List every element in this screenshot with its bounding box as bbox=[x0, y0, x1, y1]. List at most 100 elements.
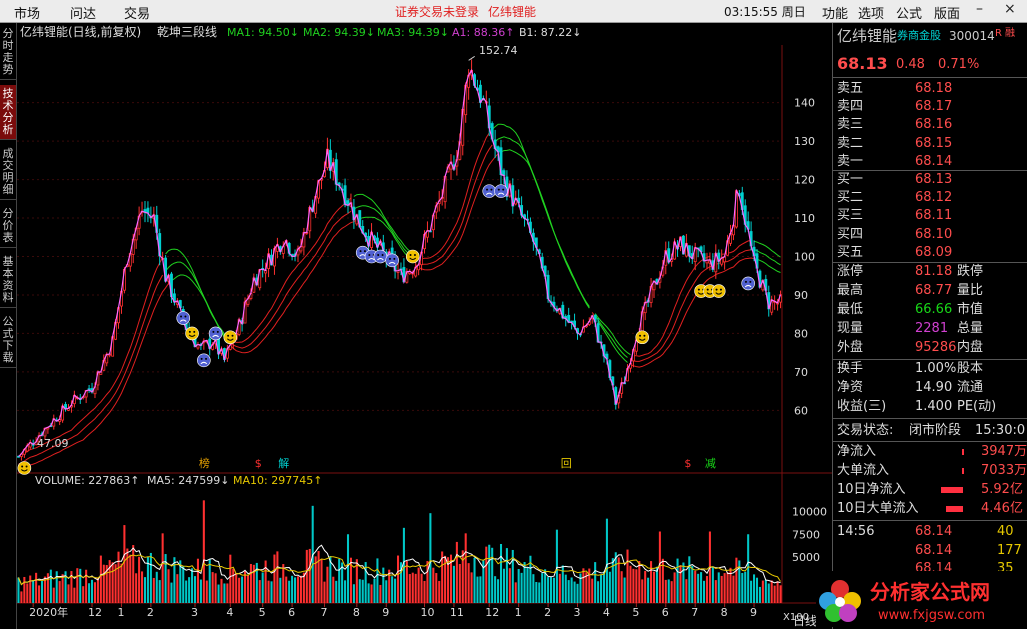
smiley-eye bbox=[231, 334, 234, 337]
volume-bar bbox=[258, 580, 261, 603]
smiley-eye bbox=[368, 254, 371, 256]
smiley-face bbox=[223, 330, 238, 345]
volume-bar bbox=[391, 576, 394, 603]
volume-bar bbox=[470, 572, 473, 603]
volume-bar bbox=[417, 567, 420, 603]
volume-bar bbox=[344, 580, 347, 603]
close-icon[interactable]: × bbox=[1004, 1, 1016, 17]
volume-bar bbox=[694, 570, 697, 603]
volume-bar bbox=[644, 570, 647, 603]
volume-bar bbox=[179, 560, 182, 603]
volume-bar bbox=[249, 563, 252, 603]
x-tick-label: 5 bbox=[632, 606, 639, 619]
tab-formula-download[interactable]: 公式下载 bbox=[0, 313, 16, 368]
smiley-face bbox=[176, 311, 191, 325]
volume-bar bbox=[161, 533, 164, 603]
volume-tick-label: 5000 bbox=[792, 551, 820, 564]
smiley-sell-icon bbox=[176, 311, 191, 325]
flow-label: 大单流入 bbox=[837, 463, 890, 478]
menu-layout[interactable]: 版面 bbox=[934, 7, 961, 22]
menu-function[interactable]: 功能 bbox=[822, 7, 849, 22]
smiley-eye bbox=[377, 254, 380, 256]
x-tick-label: 1 bbox=[515, 606, 522, 619]
tab-technical-analysis[interactable]: 技术分析 bbox=[0, 85, 16, 140]
volume-bar bbox=[691, 565, 694, 603]
volume-bar bbox=[629, 565, 632, 603]
stat-label: 现量 bbox=[837, 321, 864, 336]
volume-bar bbox=[770, 580, 773, 603]
smiley-eye bbox=[502, 188, 505, 191]
volume-bar bbox=[523, 562, 526, 603]
volume-bar bbox=[670, 581, 673, 603]
volume-bar bbox=[70, 571, 73, 603]
bid-label: 买三 bbox=[837, 208, 864, 224]
price-tick-label: 140 bbox=[794, 97, 815, 110]
flow-label: 净流入 bbox=[837, 444, 877, 459]
price-tick-label: 110 bbox=[794, 212, 815, 225]
flow-label: 10日净流入 bbox=[837, 482, 906, 497]
volume-bar bbox=[744, 571, 747, 603]
volume-bar bbox=[332, 576, 335, 603]
tab-basic-info[interactable]: 基本资料 bbox=[0, 253, 16, 308]
volume-bar bbox=[467, 563, 470, 603]
volume-bar bbox=[305, 549, 308, 603]
smiley-face bbox=[741, 276, 755, 291]
volume-bar bbox=[561, 565, 564, 603]
menu-trade[interactable]: 交易 bbox=[124, 7, 151, 22]
indicator-name[interactable]: 乾坤三段线 bbox=[157, 24, 217, 39]
menu-wenda[interactable]: 问达 bbox=[70, 7, 97, 22]
stock-flag-r: R bbox=[995, 28, 1002, 39]
volume-bar bbox=[650, 561, 653, 603]
ma-line-green-ma3 bbox=[171, 149, 781, 363]
ma-line-ma3 bbox=[18, 153, 755, 473]
bid-price: 68.09 bbox=[915, 244, 953, 260]
volume-bar bbox=[594, 562, 597, 603]
volume-bar bbox=[755, 577, 759, 603]
chart-axes: 6070809010011012013014050007500100002020… bbox=[29, 97, 827, 619]
volume-bar bbox=[382, 567, 385, 603]
volume-bar bbox=[43, 576, 46, 603]
volume-bar bbox=[376, 558, 379, 603]
volume-bar bbox=[435, 573, 438, 603]
volume-bar bbox=[779, 585, 782, 603]
volume-bar bbox=[102, 564, 105, 603]
volume-bar bbox=[141, 571, 144, 603]
smiley-eye bbox=[706, 288, 709, 291]
minimize-icon[interactable]: – bbox=[976, 1, 983, 17]
volume-ma10: MA10: 297745↑ bbox=[233, 474, 322, 487]
x-tick-label: 8 bbox=[353, 606, 360, 619]
quote-panel: 亿纬锂能 券商金股 300014 R 融 68.13 0.48 0.71% 卖五… bbox=[832, 23, 1027, 629]
volume-bar bbox=[588, 568, 591, 603]
menu-formula[interactable]: 公式 bbox=[896, 7, 923, 22]
volume-bar bbox=[723, 573, 726, 603]
kline-chart[interactable]: 榜 $ 解回 $ 减 607080901001101201301405000750010… bbox=[17, 23, 832, 629]
volume-bar bbox=[605, 518, 608, 603]
stock-tag[interactable]: 券商金股 bbox=[897, 29, 941, 42]
stat-label: 外盘 bbox=[837, 340, 864, 355]
volume-bar bbox=[296, 576, 300, 603]
volume-bar bbox=[126, 548, 129, 603]
login-notice[interactable]: 证券交易未登录 bbox=[395, 5, 480, 19]
volume-bar bbox=[508, 568, 511, 603]
volume-bar bbox=[652, 571, 656, 603]
period-label[interactable]: 日线 bbox=[793, 614, 817, 628]
smiley-sell-icon bbox=[197, 353, 211, 368]
volume-bar bbox=[282, 564, 285, 603]
tab-intraday[interactable]: 分时走势 bbox=[0, 25, 16, 80]
volume-bar bbox=[67, 584, 70, 603]
volume-tick-label: 7500 bbox=[792, 528, 820, 541]
smiley-eye bbox=[193, 330, 196, 333]
volume-bar bbox=[685, 579, 688, 603]
volume-bar bbox=[635, 569, 638, 603]
volume-bar bbox=[582, 568, 585, 603]
moving-average-lines bbox=[18, 123, 781, 473]
volume-bar bbox=[85, 569, 88, 603]
menu-options[interactable]: 选项 bbox=[858, 7, 885, 22]
tab-trade-details[interactable]: 成交明细 bbox=[0, 145, 16, 200]
ma1-value: MA1: 94.50↓ bbox=[227, 26, 299, 39]
stat-label: 最高 bbox=[837, 283, 864, 298]
tab-price-table[interactable]: 分价表 bbox=[0, 205, 16, 248]
stat-value: 68.77 bbox=[915, 283, 953, 298]
menu-market[interactable]: 市场 bbox=[14, 7, 41, 22]
stat-value: 66.66 bbox=[915, 302, 953, 317]
